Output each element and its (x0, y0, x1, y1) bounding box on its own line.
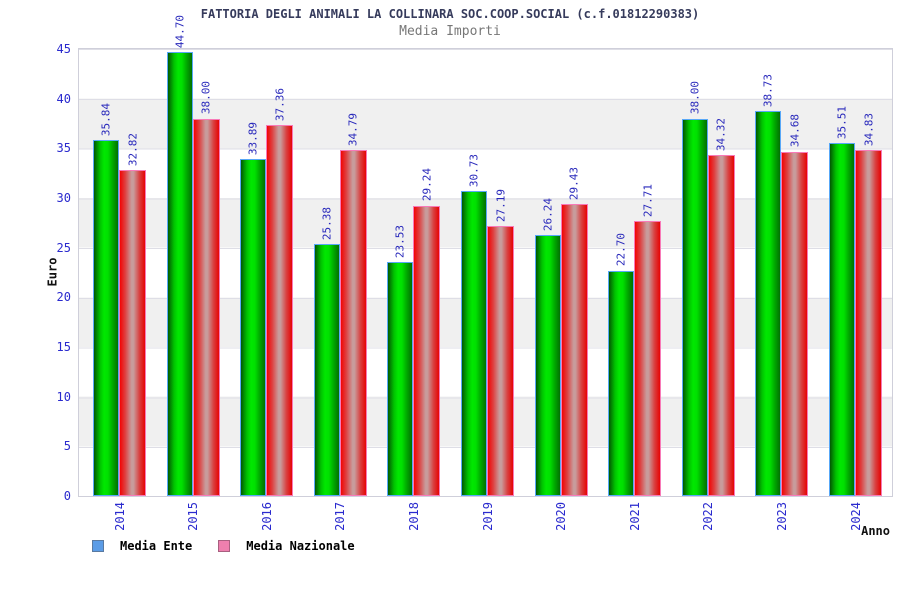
bar-group: 35.84 32.82 2014 (93, 49, 146, 531)
bar-value-label: 23.53 (393, 225, 407, 259)
bar-value-label: 38.00 (688, 81, 702, 115)
bar-value-label: 33.89 (246, 122, 260, 156)
bar-media-ente: 44.70 (166, 15, 193, 496)
bar-value-label: 38.00 (199, 81, 213, 115)
bar-media-ente: 30.73 (461, 154, 487, 496)
bar-media-ente: 33.89 (240, 122, 267, 496)
bar-value-label: 30.73 (467, 153, 481, 187)
bar-media-ente: 26.24 (534, 198, 561, 496)
bar-value-label: 27.71 (641, 183, 655, 217)
x-tick-label: 2016 (259, 502, 274, 531)
bar-group: 35.51 34.83 2024 (829, 49, 882, 531)
bar-media-nazionale: 34.79 (339, 113, 367, 496)
bar-group: 26.24 29.43 2020 (534, 49, 588, 531)
plot-area: 45 40 35 30 25 20 15 10 5 0 35.84 32.82 2014 44.70 38.… (57, 15, 893, 531)
x-tick-label: 2018 (406, 502, 421, 531)
y-tick-label: 20 (56, 290, 71, 305)
x-tick-label: 2023 (774, 502, 789, 531)
bar-media-nazionale: 27.71 (634, 184, 662, 496)
x-tick-label: 2015 (186, 502, 201, 531)
bar-group: 38.73 34.68 2023 (755, 49, 809, 531)
y-axis-label: Euro (45, 257, 60, 287)
bar-media-ente: 22.70 (608, 233, 635, 496)
bar-media-nazionale: 32.82 (119, 133, 146, 496)
legend-label-media-ente: Media Ente (120, 539, 193, 553)
x-tick-label: 2021 (627, 502, 642, 531)
bar-media-nazionale: 34.32 (707, 118, 735, 496)
y-tick-label: 30 (56, 190, 71, 205)
bar-value-label: 35.84 (99, 102, 113, 136)
bar-group: 23.53 29.24 2018 (387, 49, 441, 531)
x-tick-label: 2017 (333, 502, 348, 531)
bar-group: 33.89 37.36 2016 (240, 49, 294, 531)
legend-swatch-media-ente-icon (92, 540, 104, 552)
y-tick-label: 45 (56, 42, 71, 56)
bar-value-label: 27.19 (494, 188, 507, 222)
x-axis-label: Anno (861, 524, 890, 538)
bar-value-label: 34.83 (862, 112, 875, 147)
bar-media-ente: 23.53 (387, 225, 414, 496)
bar-media-ente: 38.73 (755, 74, 782, 496)
bar-media-nazionale: 34.83 (855, 113, 882, 496)
bar-group: 44.70 38.00 2015 (166, 15, 220, 531)
legend-item-media-ente: Media Ente (92, 539, 192, 553)
bar-media-nazionale: 27.19 (487, 189, 514, 496)
x-tick-label: 2019 (480, 502, 495, 531)
y-tick-label: 0 (63, 489, 71, 503)
bar-value-label: 34.32 (714, 117, 728, 152)
bar-group: 30.73 27.19 2019 (461, 49, 514, 531)
legend-item-media-nazionale: Media Nazionale (218, 539, 355, 553)
chart-title: FATTORIA DEGLI ANIMALI LA COLLINARA SOC.… (200, 7, 700, 21)
bar-media-nazionale: 29.43 (560, 167, 588, 496)
y-tick-label: 5 (63, 439, 71, 454)
bar-value-label: 29.43 (567, 166, 581, 200)
y-tick-label: 10 (56, 389, 71, 404)
x-tick-label: 2014 (112, 502, 127, 531)
bar-group: 25.38 34.79 2017 (313, 49, 367, 531)
bar-media-nazionale: 37.36 (266, 88, 294, 496)
bar-media-nazionale: 38.00 (192, 81, 220, 496)
bar-value-label: 22.70 (614, 233, 628, 267)
bar-media-ente: 35.84 (93, 103, 119, 496)
bar-value-label: 35.51 (835, 106, 849, 140)
bar-media-nazionale: 29.24 (413, 168, 441, 496)
bar-value-label: 44.70 (173, 14, 187, 48)
bar-value-label: 37.36 (273, 87, 287, 121)
legend-label-media-nazionale: Media Nazionale (246, 539, 355, 553)
x-tick-label: 2022 (701, 502, 716, 531)
x-tick-label: 2020 (554, 502, 569, 531)
y-tick-label: 25 (56, 240, 71, 255)
bar-value-label: 32.82 (126, 132, 139, 166)
bar-group: 22.70 27.71 2021 (608, 49, 662, 531)
chart-subtitle: Media Importi (399, 24, 501, 39)
bar-value-label: 38.73 (761, 74, 775, 108)
bar-value-label: 34.79 (346, 113, 360, 147)
y-tick-label: 15 (56, 339, 71, 354)
y-tick-label: 35 (56, 141, 71, 156)
legend-swatch-media-nazionale-icon (218, 540, 231, 552)
bar-value-label: 34.68 (788, 114, 802, 148)
bar-value-label: 29.24 (420, 168, 434, 202)
bar-media-ente: 38.00 (681, 81, 708, 496)
bar-value-label: 25.38 (320, 206, 334, 240)
bar-media-nazionale: 34.68 (781, 114, 809, 496)
legend: Media Ente Media Nazionale (92, 539, 355, 553)
bar-media-ente: 35.51 (829, 106, 855, 496)
y-tick-label: 40 (56, 91, 71, 106)
bar-group: 38.00 34.32 2022 (681, 49, 735, 531)
bar-media-ente: 25.38 (313, 207, 340, 496)
bar-value-label: 26.24 (541, 198, 555, 232)
